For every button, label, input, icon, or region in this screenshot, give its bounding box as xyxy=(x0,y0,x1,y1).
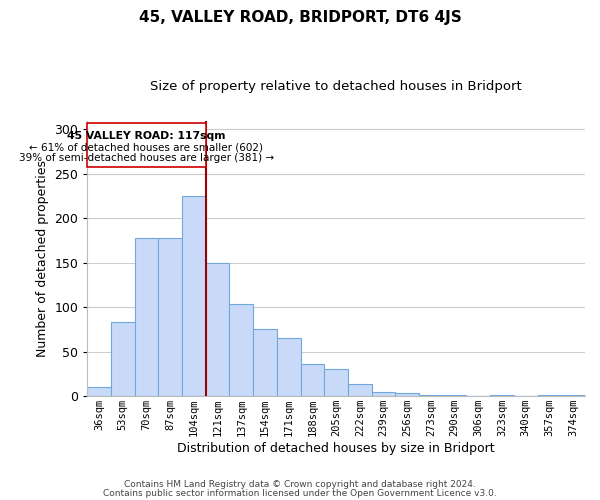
Bar xyxy=(158,238,182,396)
Bar xyxy=(206,263,229,396)
Bar xyxy=(253,330,277,396)
FancyBboxPatch shape xyxy=(87,123,206,167)
Bar xyxy=(277,338,301,396)
Bar xyxy=(324,370,348,396)
Bar xyxy=(301,364,324,396)
Y-axis label: Number of detached properties: Number of detached properties xyxy=(36,160,49,357)
X-axis label: Distribution of detached houses by size in Bridport: Distribution of detached houses by size … xyxy=(177,442,495,455)
Text: 45, VALLEY ROAD, BRIDPORT, DT6 4JS: 45, VALLEY ROAD, BRIDPORT, DT6 4JS xyxy=(139,10,461,25)
Title: Size of property relative to detached houses in Bridport: Size of property relative to detached ho… xyxy=(150,80,522,93)
Text: ← 61% of detached houses are smaller (602): ← 61% of detached houses are smaller (60… xyxy=(29,143,263,153)
Bar xyxy=(229,304,253,396)
Text: Contains HM Land Registry data © Crown copyright and database right 2024.: Contains HM Land Registry data © Crown c… xyxy=(124,480,476,489)
Text: 45 VALLEY ROAD: 117sqm: 45 VALLEY ROAD: 117sqm xyxy=(67,131,226,141)
Bar xyxy=(111,322,134,396)
Bar xyxy=(134,238,158,396)
Bar xyxy=(395,392,419,396)
Bar xyxy=(348,384,371,396)
Bar xyxy=(87,388,111,396)
Bar xyxy=(182,196,206,396)
Text: 39% of semi-detached houses are larger (381) →: 39% of semi-detached houses are larger (… xyxy=(19,154,274,164)
Text: Contains public sector information licensed under the Open Government Licence v3: Contains public sector information licen… xyxy=(103,488,497,498)
Bar xyxy=(371,392,395,396)
